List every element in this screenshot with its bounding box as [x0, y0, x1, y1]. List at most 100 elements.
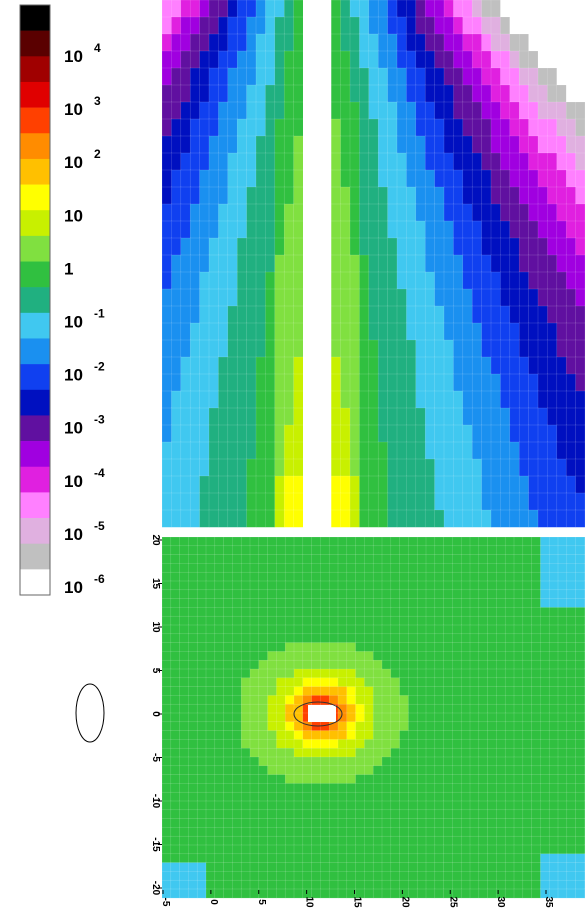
- cell: [200, 255, 210, 272]
- cell: [162, 563, 171, 572]
- cell: [276, 766, 285, 775]
- cell: [190, 187, 200, 204]
- cell: [329, 687, 338, 696]
- cell: [514, 854, 523, 863]
- cell: [241, 616, 250, 625]
- cell: [188, 537, 197, 546]
- cell: [391, 572, 400, 581]
- cell: [496, 651, 505, 660]
- colorbar-swatch: [20, 441, 50, 467]
- cell: [479, 889, 488, 898]
- cell: [250, 889, 259, 898]
- cell: [197, 757, 206, 766]
- cell: [180, 757, 189, 766]
- cell: [232, 722, 241, 731]
- cell: [256, 17, 266, 34]
- cell: [188, 546, 197, 555]
- cell: [463, 153, 473, 170]
- cell: [523, 810, 532, 819]
- cell: [505, 546, 514, 555]
- cell: [549, 766, 558, 775]
- cell: [482, 255, 492, 272]
- cell: [558, 836, 567, 845]
- cell: [549, 871, 558, 880]
- cell: [435, 102, 445, 119]
- cell: [347, 643, 356, 652]
- cell: [373, 687, 382, 696]
- cell: [514, 731, 523, 740]
- cell: [322, 459, 332, 476]
- cell: [444, 625, 453, 634]
- cell: [491, 34, 501, 51]
- cell: [576, 634, 585, 643]
- cell: [382, 599, 391, 608]
- cell: [529, 68, 539, 85]
- cell: [188, 880, 197, 889]
- cell: [408, 625, 417, 634]
- cell: [338, 836, 347, 845]
- cell: [190, 340, 200, 357]
- cell: [224, 792, 233, 801]
- cell: [197, 687, 206, 696]
- cell: [391, 687, 400, 696]
- cell: [162, 713, 171, 722]
- cell: [265, 34, 275, 51]
- cell: [197, 555, 206, 564]
- cell: [276, 660, 285, 669]
- cell: [406, 68, 416, 85]
- cell: [444, 204, 454, 221]
- cell: [408, 695, 417, 704]
- cell: [322, 187, 332, 204]
- cell: [391, 766, 400, 775]
- cell: [378, 425, 388, 442]
- cell: [373, 775, 382, 784]
- cell: [529, 323, 539, 340]
- cell: [303, 476, 313, 493]
- cell: [444, 17, 454, 34]
- cell: [532, 599, 541, 608]
- cell: [540, 660, 549, 669]
- cell: [435, 272, 445, 289]
- cell: [162, 68, 172, 85]
- cell: [523, 563, 532, 572]
- cell: [382, 801, 391, 810]
- cell: [549, 819, 558, 828]
- cell: [547, 340, 557, 357]
- cell: [529, 510, 539, 527]
- cell: [369, 374, 379, 391]
- cell: [557, 323, 567, 340]
- cell: [417, 827, 426, 836]
- cell: [347, 731, 356, 740]
- cell: [408, 581, 417, 590]
- cell: [338, 827, 347, 836]
- cell: [408, 871, 417, 880]
- cell: [538, 102, 548, 119]
- cell: [532, 819, 541, 828]
- cell: [417, 863, 426, 872]
- cell: [285, 801, 294, 810]
- cell: [382, 766, 391, 775]
- cell: [532, 669, 541, 678]
- cell: [549, 722, 558, 731]
- cell: [382, 581, 391, 590]
- cell: [350, 85, 360, 102]
- cell: [228, 306, 238, 323]
- cell: [479, 731, 488, 740]
- cell: [519, 170, 529, 187]
- cell: [406, 221, 416, 238]
- cell: [294, 289, 304, 306]
- cell: [338, 880, 347, 889]
- cell: [479, 634, 488, 643]
- cell: [426, 704, 435, 713]
- cell: [218, 238, 228, 255]
- cell: [200, 187, 210, 204]
- cell: [228, 51, 238, 68]
- cell: [558, 748, 567, 757]
- cell: [276, 871, 285, 880]
- cell: [382, 757, 391, 766]
- cell: [505, 616, 514, 625]
- cell: [425, 323, 435, 340]
- cell: [567, 810, 576, 819]
- cell: [549, 731, 558, 740]
- cell: [322, 85, 332, 102]
